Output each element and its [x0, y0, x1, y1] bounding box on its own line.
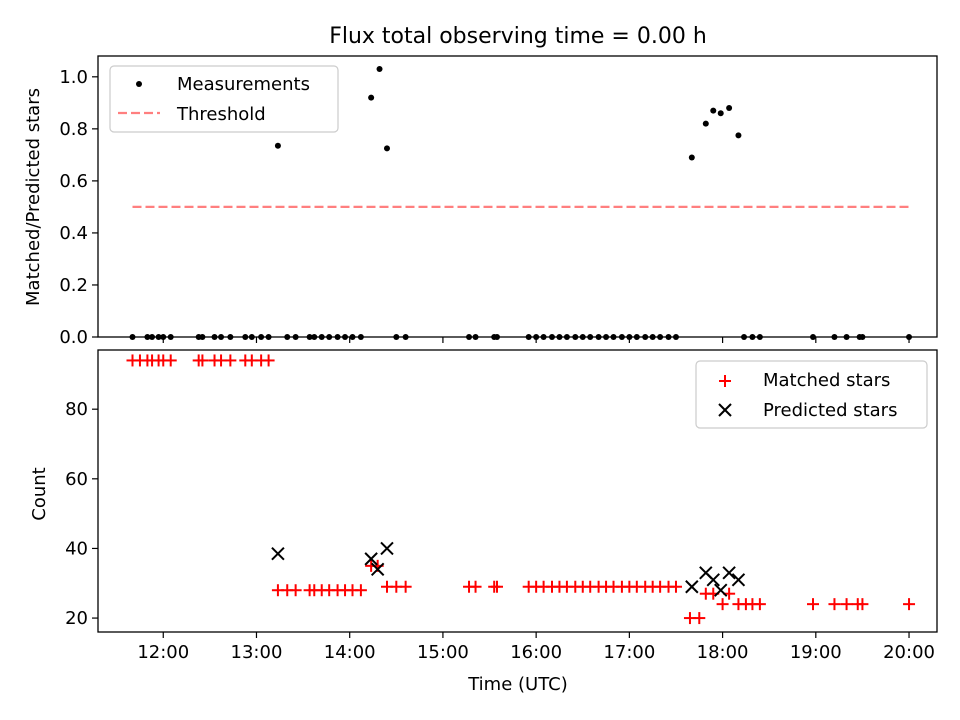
y-tick-label: 0.6 [59, 171, 88, 192]
matched-star-point [490, 580, 503, 593]
y-tick-label: 40 [65, 538, 88, 559]
ratio-legend-box [109, 65, 339, 133]
y-tick-label: 80 [65, 399, 88, 420]
matched-star-point [262, 354, 275, 367]
measurement-point [717, 110, 724, 117]
y-tick-label: 0.8 [59, 119, 88, 140]
y-tick-label: 60 [65, 469, 88, 490]
x-tick-label: 13:00 [231, 642, 283, 663]
ratio-y-axis-label: Matched/Predicted stars [23, 88, 44, 306]
matched-star-point [716, 598, 729, 611]
measurement-point [383, 145, 390, 152]
matched-star-point [196, 354, 209, 367]
predicted-star-point [706, 573, 720, 587]
chart-title: Flux total observing time = 0.00 h [329, 24, 707, 49]
legend-predicted-label: Predicted stars [763, 400, 897, 421]
measurement-point [710, 107, 717, 114]
matched-star-point [828, 598, 841, 611]
predicted-star-point [364, 552, 378, 566]
x-tick-label: 16:00 [510, 642, 562, 663]
matched-star-point [669, 580, 682, 593]
matched-star-point [399, 580, 412, 593]
x-axis-label: Time (UTC) [467, 674, 568, 695]
legend-matched-marker [719, 375, 731, 387]
ratio-panel: 0.0 0.2 0.4 0.6 0.8 1.0 Matched/Predicted sta… [23, 55, 938, 348]
predicted-star-point [370, 562, 385, 577]
matched-star-point [807, 598, 820, 611]
count-legend: Matched stars Predicted stars [695, 360, 928, 429]
legend-measurements-label: Measurements [177, 74, 310, 95]
y-tick-label: 1.0 [59, 67, 88, 88]
matched-star-point [903, 598, 916, 611]
matched-star-point [469, 580, 482, 593]
y-tick-label: 0.4 [59, 223, 88, 244]
count-y-axis-label: Count [29, 467, 50, 520]
measurement-point [688, 154, 695, 161]
matched-star-point [224, 354, 237, 367]
predicted-star-point [685, 580, 699, 594]
matched-star-point [354, 584, 367, 597]
y-tick-label: 20 [65, 608, 88, 629]
measurement-point [274, 142, 281, 149]
predicted-star-point [722, 566, 736, 580]
x-tick-label: 12:00 [137, 642, 189, 663]
matched-star-point [840, 598, 853, 611]
predicted-star-point [380, 541, 394, 556]
measurement-point [368, 94, 375, 101]
y-tick-label: 0.2 [59, 275, 88, 296]
measurement-point [735, 132, 742, 139]
matched-star-point [693, 612, 706, 625]
legend-matched-label: Matched stars [763, 370, 890, 391]
legend-measurements-marker [136, 81, 142, 87]
x-tick-label: 19:00 [790, 642, 842, 663]
matched-star-point [856, 598, 869, 611]
matched-star-point [164, 354, 177, 367]
ratio-legend: Measurements Threshold [109, 65, 339, 133]
legend-predicted-marker [718, 403, 732, 417]
legend-threshold-label: Threshold [176, 104, 266, 125]
measurement-point [726, 105, 733, 112]
x-tick-label: 14:00 [324, 642, 376, 663]
measurement-point [376, 66, 383, 73]
x-tick-label: 15:00 [417, 642, 469, 663]
predicted-star-point [714, 583, 728, 597]
count-legend-box [695, 360, 928, 429]
matched-star-point [289, 584, 302, 597]
ratio-panel-frame [97, 55, 938, 338]
measurement-point [702, 120, 709, 127]
x-tick-label: 20:00 [883, 642, 935, 663]
x-tick-label: 17:00 [603, 642, 655, 663]
count-panel-frame [97, 349, 938, 633]
x-tick-label: 18:00 [697, 642, 749, 663]
predicted-star-point [731, 573, 746, 587]
y-tick-label: 0.0 [59, 327, 88, 348]
predicted-star-point [271, 546, 285, 561]
matched-star-point [753, 598, 766, 611]
count-panel: 20 40 60 80 12:00 13:00 14:00 15:00 16:00 17:00 1… [29, 349, 938, 695]
